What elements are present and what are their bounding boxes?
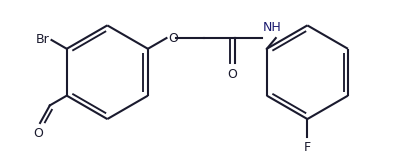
Text: O: O (226, 68, 236, 81)
Text: F: F (303, 141, 310, 154)
Text: O: O (168, 32, 178, 45)
Text: Br: Br (36, 33, 49, 46)
Text: O: O (33, 127, 43, 140)
Text: NH: NH (262, 21, 281, 34)
